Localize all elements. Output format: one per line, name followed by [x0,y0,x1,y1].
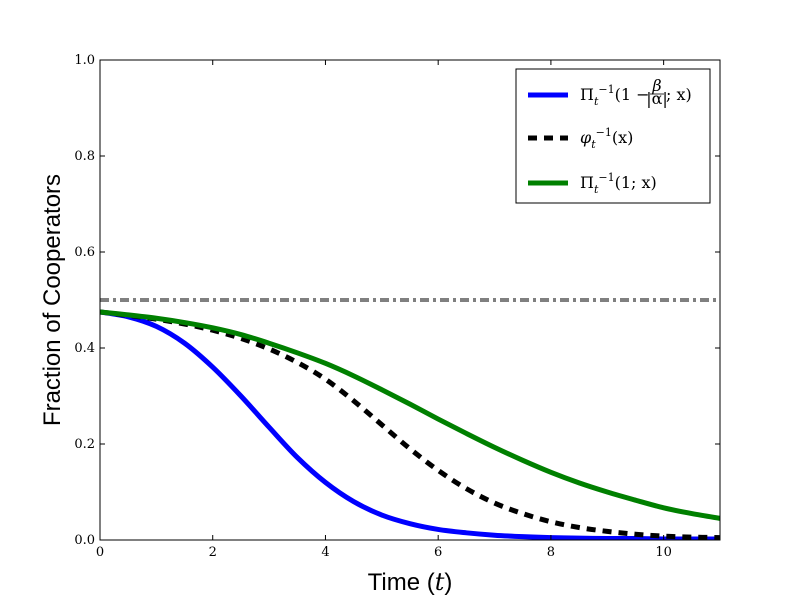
series-line-pi-beta [100,309,720,540]
legend-phi-base: φ [580,128,592,147]
x-tick-label: 0 [96,545,104,560]
plot-frame [99,59,721,541]
y-tick-label: 0.4 [74,341,95,356]
legend-label-pi-beta: Πt−1(1 − [580,83,650,108]
series-line-pi-one [100,309,720,521]
x-tick-label: 8 [547,545,555,560]
legend-pi-one-base: Π [580,173,594,192]
y-tick-label: 0.8 [74,149,95,164]
legend-pi-beta-sub: t [594,95,599,108]
legend-label-phi: φt−1(x) [580,126,633,151]
x-axis-title-space: ( [420,569,435,596]
legend-phi-sub: t [591,138,596,151]
y-tick-label: 0.0 [74,533,95,548]
legend: Πt−1(1 − β |α| ; x) φt−1(x) Πt−1(1; x) [515,68,711,204]
tick-layer: 0 2 4 6 8 10 0.0 0.2 0.4 0.6 0.8 1.0 [74,53,720,560]
x-axis-title-close: ) [444,569,452,596]
legend-pi-one-sub: t [594,183,599,196]
y-tick-label: 0.6 [74,245,95,260]
x-tick-label: 10 [655,545,672,560]
legend-frac-numerator: β [651,76,661,95]
legend-pi-one-sup: −1 [598,171,614,184]
legend-pi-beta-base: Π [580,85,594,104]
legend-pi-beta-sup: −1 [598,83,614,96]
y-tick-label: 1.0 [74,53,95,68]
x-axis-title: Time (t) [368,568,453,596]
x-axis-title-text: Time [368,569,420,596]
x-axis-title-variable: t [435,568,445,596]
x-tick-label: 6 [434,545,442,560]
x-tick-label: 4 [321,545,329,560]
legend-pi-beta-close: ; x) [666,85,692,104]
legend-pi-beta-open: (1 − [615,85,650,104]
series-layer [100,298,720,540]
x-tick-label: 2 [209,545,217,560]
legend-frac-denominator: |α| [646,89,668,108]
legend-phi-sup: −1 [596,126,612,139]
legend-phi-rest: (x) [612,128,634,147]
legend-pi-one-rest: (1; x) [615,173,657,192]
legend-label-pi-one: Πt−1(1; x) [580,171,657,196]
y-axis-title: Fraction of Cooperators [39,174,66,426]
y-tick-label: 0.2 [74,437,95,452]
